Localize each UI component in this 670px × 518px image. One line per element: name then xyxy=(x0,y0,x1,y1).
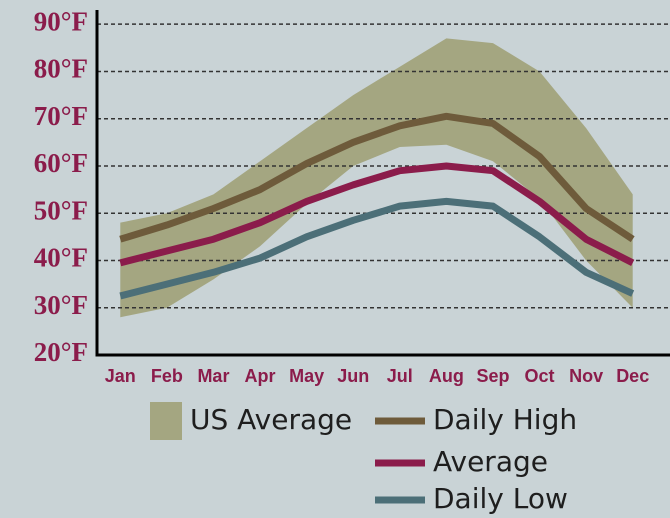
y-tick-label: 30°F xyxy=(34,290,88,320)
us-average-band xyxy=(120,38,633,318)
y-tick-label: 90°F xyxy=(34,6,88,36)
x-tick-label: Oct xyxy=(525,366,555,386)
x-tick-label: Mar xyxy=(197,366,229,386)
y-tick-label: 70°F xyxy=(34,101,88,131)
x-tick-label: Aug xyxy=(429,366,464,386)
x-tick-label: Jul xyxy=(387,366,413,386)
y-tick-label: 20°F xyxy=(34,337,88,367)
legend-swatch xyxy=(150,402,182,440)
x-tick-label: Jan xyxy=(105,366,136,386)
series-line xyxy=(119,162,635,267)
x-tick-label: May xyxy=(289,366,324,386)
x-tick-label: Dec xyxy=(616,366,649,386)
y-tick-label: 60°F xyxy=(34,148,88,178)
x-tick-label: Feb xyxy=(151,366,183,386)
legend-label: US Average xyxy=(190,403,352,436)
series-line xyxy=(119,112,635,243)
y-tick-label: 50°F xyxy=(34,195,88,225)
x-tick-label: Jun xyxy=(337,366,369,386)
legend-label: Daily Low xyxy=(433,482,568,515)
y-tick-label: 40°F xyxy=(34,243,88,273)
x-tick-label: Sep xyxy=(476,366,509,386)
x-tick-label: Nov xyxy=(569,366,603,386)
legend-label: Average xyxy=(433,445,548,478)
y-tick-label: 80°F xyxy=(34,54,88,84)
series-line xyxy=(119,197,635,300)
legend-label: Daily High xyxy=(433,403,577,436)
x-tick-label: Apr xyxy=(245,366,276,386)
